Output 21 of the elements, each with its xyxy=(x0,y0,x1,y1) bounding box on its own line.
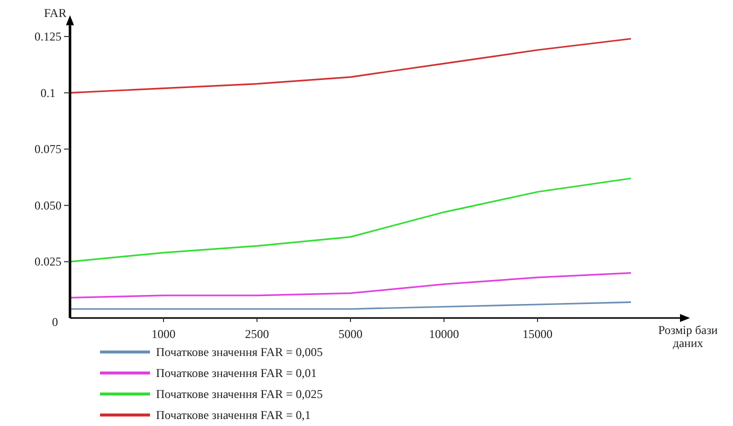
x-tick-label: 2500 xyxy=(245,327,269,341)
x-tick-label: 1000 xyxy=(152,327,176,341)
y-tick-label: 0.050 xyxy=(34,198,62,212)
x-axis-title: Розмір бази даних xyxy=(658,323,718,350)
legend-label: Початкове значення FAR = 0,1 xyxy=(156,408,311,422)
line-series xyxy=(69,178,632,262)
line-series xyxy=(69,272,632,299)
line-series xyxy=(69,301,632,310)
y-tick-label: 0 xyxy=(52,315,58,329)
x-tick-label: 5000 xyxy=(338,327,362,341)
y-tick-label: 0.075 xyxy=(34,142,62,156)
x-tick-label: 15000 xyxy=(522,327,552,341)
y-tick-label: 0.1 xyxy=(40,86,56,100)
legend-label: Початкове значення FAR = 0,025 xyxy=(156,387,323,401)
y-tick-label: 0.025 xyxy=(34,254,62,269)
line-series xyxy=(69,38,632,94)
x-tick-label: 10000 xyxy=(429,327,459,341)
legend-label: Початкове значення FAR = 0,01 xyxy=(156,366,317,380)
y-axis-title: FAR xyxy=(44,6,66,20)
legend-label: Початкове значення FAR = 0,005 xyxy=(156,345,323,359)
y-tick-label: 0.125 xyxy=(34,30,62,44)
